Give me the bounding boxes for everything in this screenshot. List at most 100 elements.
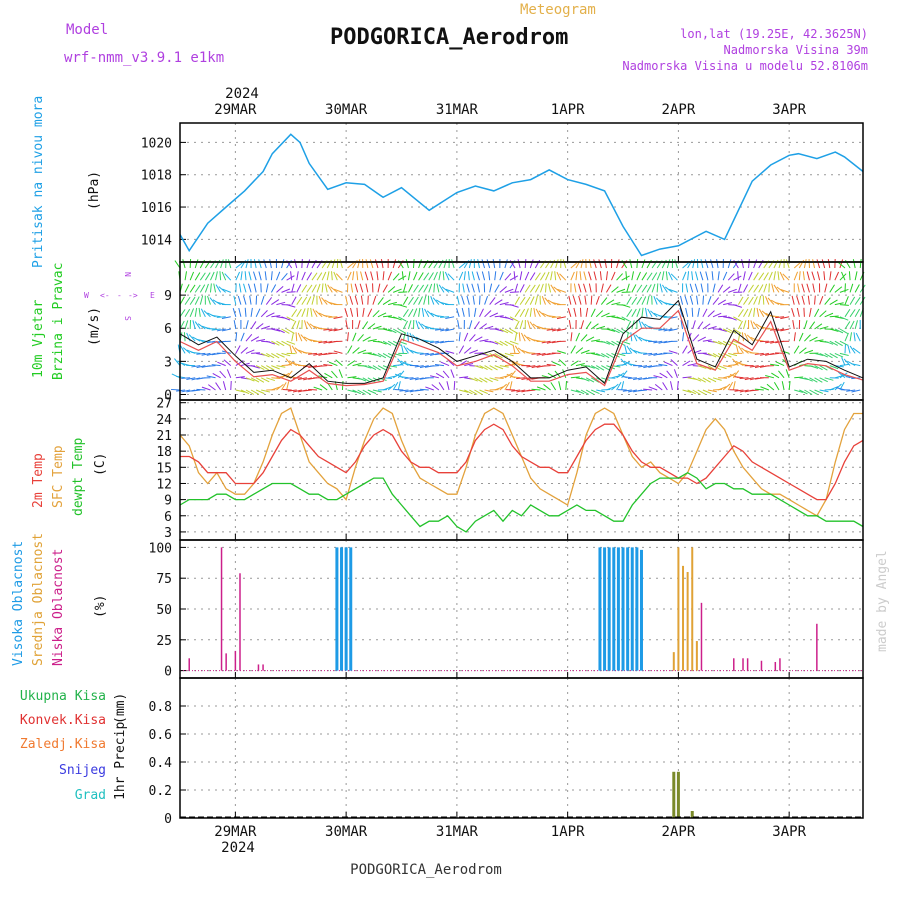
wind-arrow (403, 284, 405, 293)
wind-arrow (520, 284, 524, 292)
wind-arrow (751, 320, 754, 329)
clouds-ytick-label: 100 (149, 541, 172, 556)
top-date-label: 30MAR (325, 102, 368, 118)
bottom-date-label: 29MAR (214, 824, 257, 840)
wind-arrow (416, 320, 419, 329)
wind-arrow (373, 310, 379, 316)
wind-arrow (642, 285, 647, 292)
wind-arrow (434, 272, 438, 280)
wind-arrow (357, 308, 358, 317)
wind-arrow (353, 333, 356, 341)
wind-arrow (774, 260, 778, 268)
wind-arrow (408, 332, 409, 341)
precip-legend-snow: Snijeg (59, 763, 106, 778)
wind-arrow (419, 259, 422, 268)
wind-arrow (370, 259, 373, 268)
wind-arrow (401, 345, 403, 354)
wind-arrow (224, 360, 231, 366)
wind-arrow (662, 260, 666, 268)
wind-arrow (408, 320, 411, 329)
wind-arrow (589, 259, 591, 268)
wind-arrow (210, 272, 214, 280)
wind-arrow (580, 308, 581, 317)
model-label: Model (66, 22, 108, 38)
wind-arrow (383, 271, 384, 280)
wind-arrow (514, 271, 515, 280)
wind-arrow (223, 381, 225, 390)
wind-arrow (296, 332, 297, 341)
wind-arrow (205, 273, 210, 281)
wind-arrow (842, 357, 845, 365)
wind-arrow (794, 377, 803, 378)
wind-arrow (647, 296, 649, 305)
wind-arrow (241, 347, 248, 353)
wind-arrow (414, 259, 415, 268)
wind-arrow (490, 297, 495, 304)
wind-arrow (580, 271, 581, 280)
wind-arrow (313, 309, 317, 317)
wind-arrow (571, 332, 572, 341)
wind-arrow (815, 296, 816, 305)
wind-arrow (738, 284, 741, 293)
wind-arrow (190, 272, 193, 280)
wind-arrow (469, 320, 471, 329)
wind-arrow (611, 287, 618, 293)
wind-arrow (642, 308, 643, 317)
wind-arrow (459, 272, 463, 280)
wind-arrow (622, 305, 631, 308)
wind-arrow (845, 296, 848, 304)
wind-arrow (637, 285, 642, 293)
wind-arrow (185, 297, 190, 304)
wind-arrow (195, 259, 198, 268)
precip-frame (180, 678, 863, 818)
wind-arrow (297, 271, 299, 280)
wind-arrow (414, 272, 418, 280)
wind-arrow (276, 272, 279, 280)
wind-legend-dash: - (117, 291, 122, 300)
wind-arrow (525, 285, 530, 293)
wind-arrow (363, 308, 364, 317)
wind-arrow (271, 285, 275, 293)
wind-arrow (713, 284, 715, 293)
clouds-ytick-label: 0 (164, 665, 172, 680)
wind-arrow (657, 272, 661, 280)
wind-arrow (236, 377, 245, 378)
wind-arrow (772, 284, 774, 293)
wind-arrow (422, 308, 423, 317)
wind-arrow (254, 284, 256, 293)
wind-arrow (302, 297, 307, 305)
wind-arrow (606, 316, 615, 317)
wind-arrow (573, 296, 576, 305)
wind-arrow (712, 271, 713, 280)
cloud-ylabel-3: Niska Oblacnost (51, 549, 66, 666)
wind-arrow (807, 284, 810, 293)
wind-arrow (701, 259, 703, 268)
wind-arrow (807, 271, 809, 280)
wind-arrow (808, 296, 809, 305)
wind-arrow (749, 259, 750, 268)
wind-arrow (638, 353, 647, 354)
wind-arrow (571, 377, 580, 378)
wind-arrow (850, 332, 851, 341)
wind-arrow (414, 285, 419, 293)
wind-arrow (363, 353, 372, 354)
wind-arrow (547, 316, 556, 317)
wind-arrow (693, 320, 696, 329)
wind-arrow (283, 389, 292, 390)
wind-arrow (717, 259, 719, 268)
wind-arrow (355, 284, 357, 293)
wind-arrow (271, 378, 280, 379)
wind-arrow (799, 348, 806, 354)
wind-arrow (743, 309, 747, 317)
wind-arrow (706, 271, 708, 280)
wind-arrow (393, 273, 399, 280)
wind-arrow (472, 271, 474, 280)
wind-arrow (549, 284, 551, 293)
wind-arrow (480, 309, 484, 317)
wind-arrow (308, 389, 317, 390)
wind-arrow (246, 320, 248, 329)
wind-arrow (510, 276, 518, 280)
wind-arrow (601, 298, 607, 305)
wind-arrow (221, 259, 224, 268)
wind-arrow (241, 333, 244, 341)
